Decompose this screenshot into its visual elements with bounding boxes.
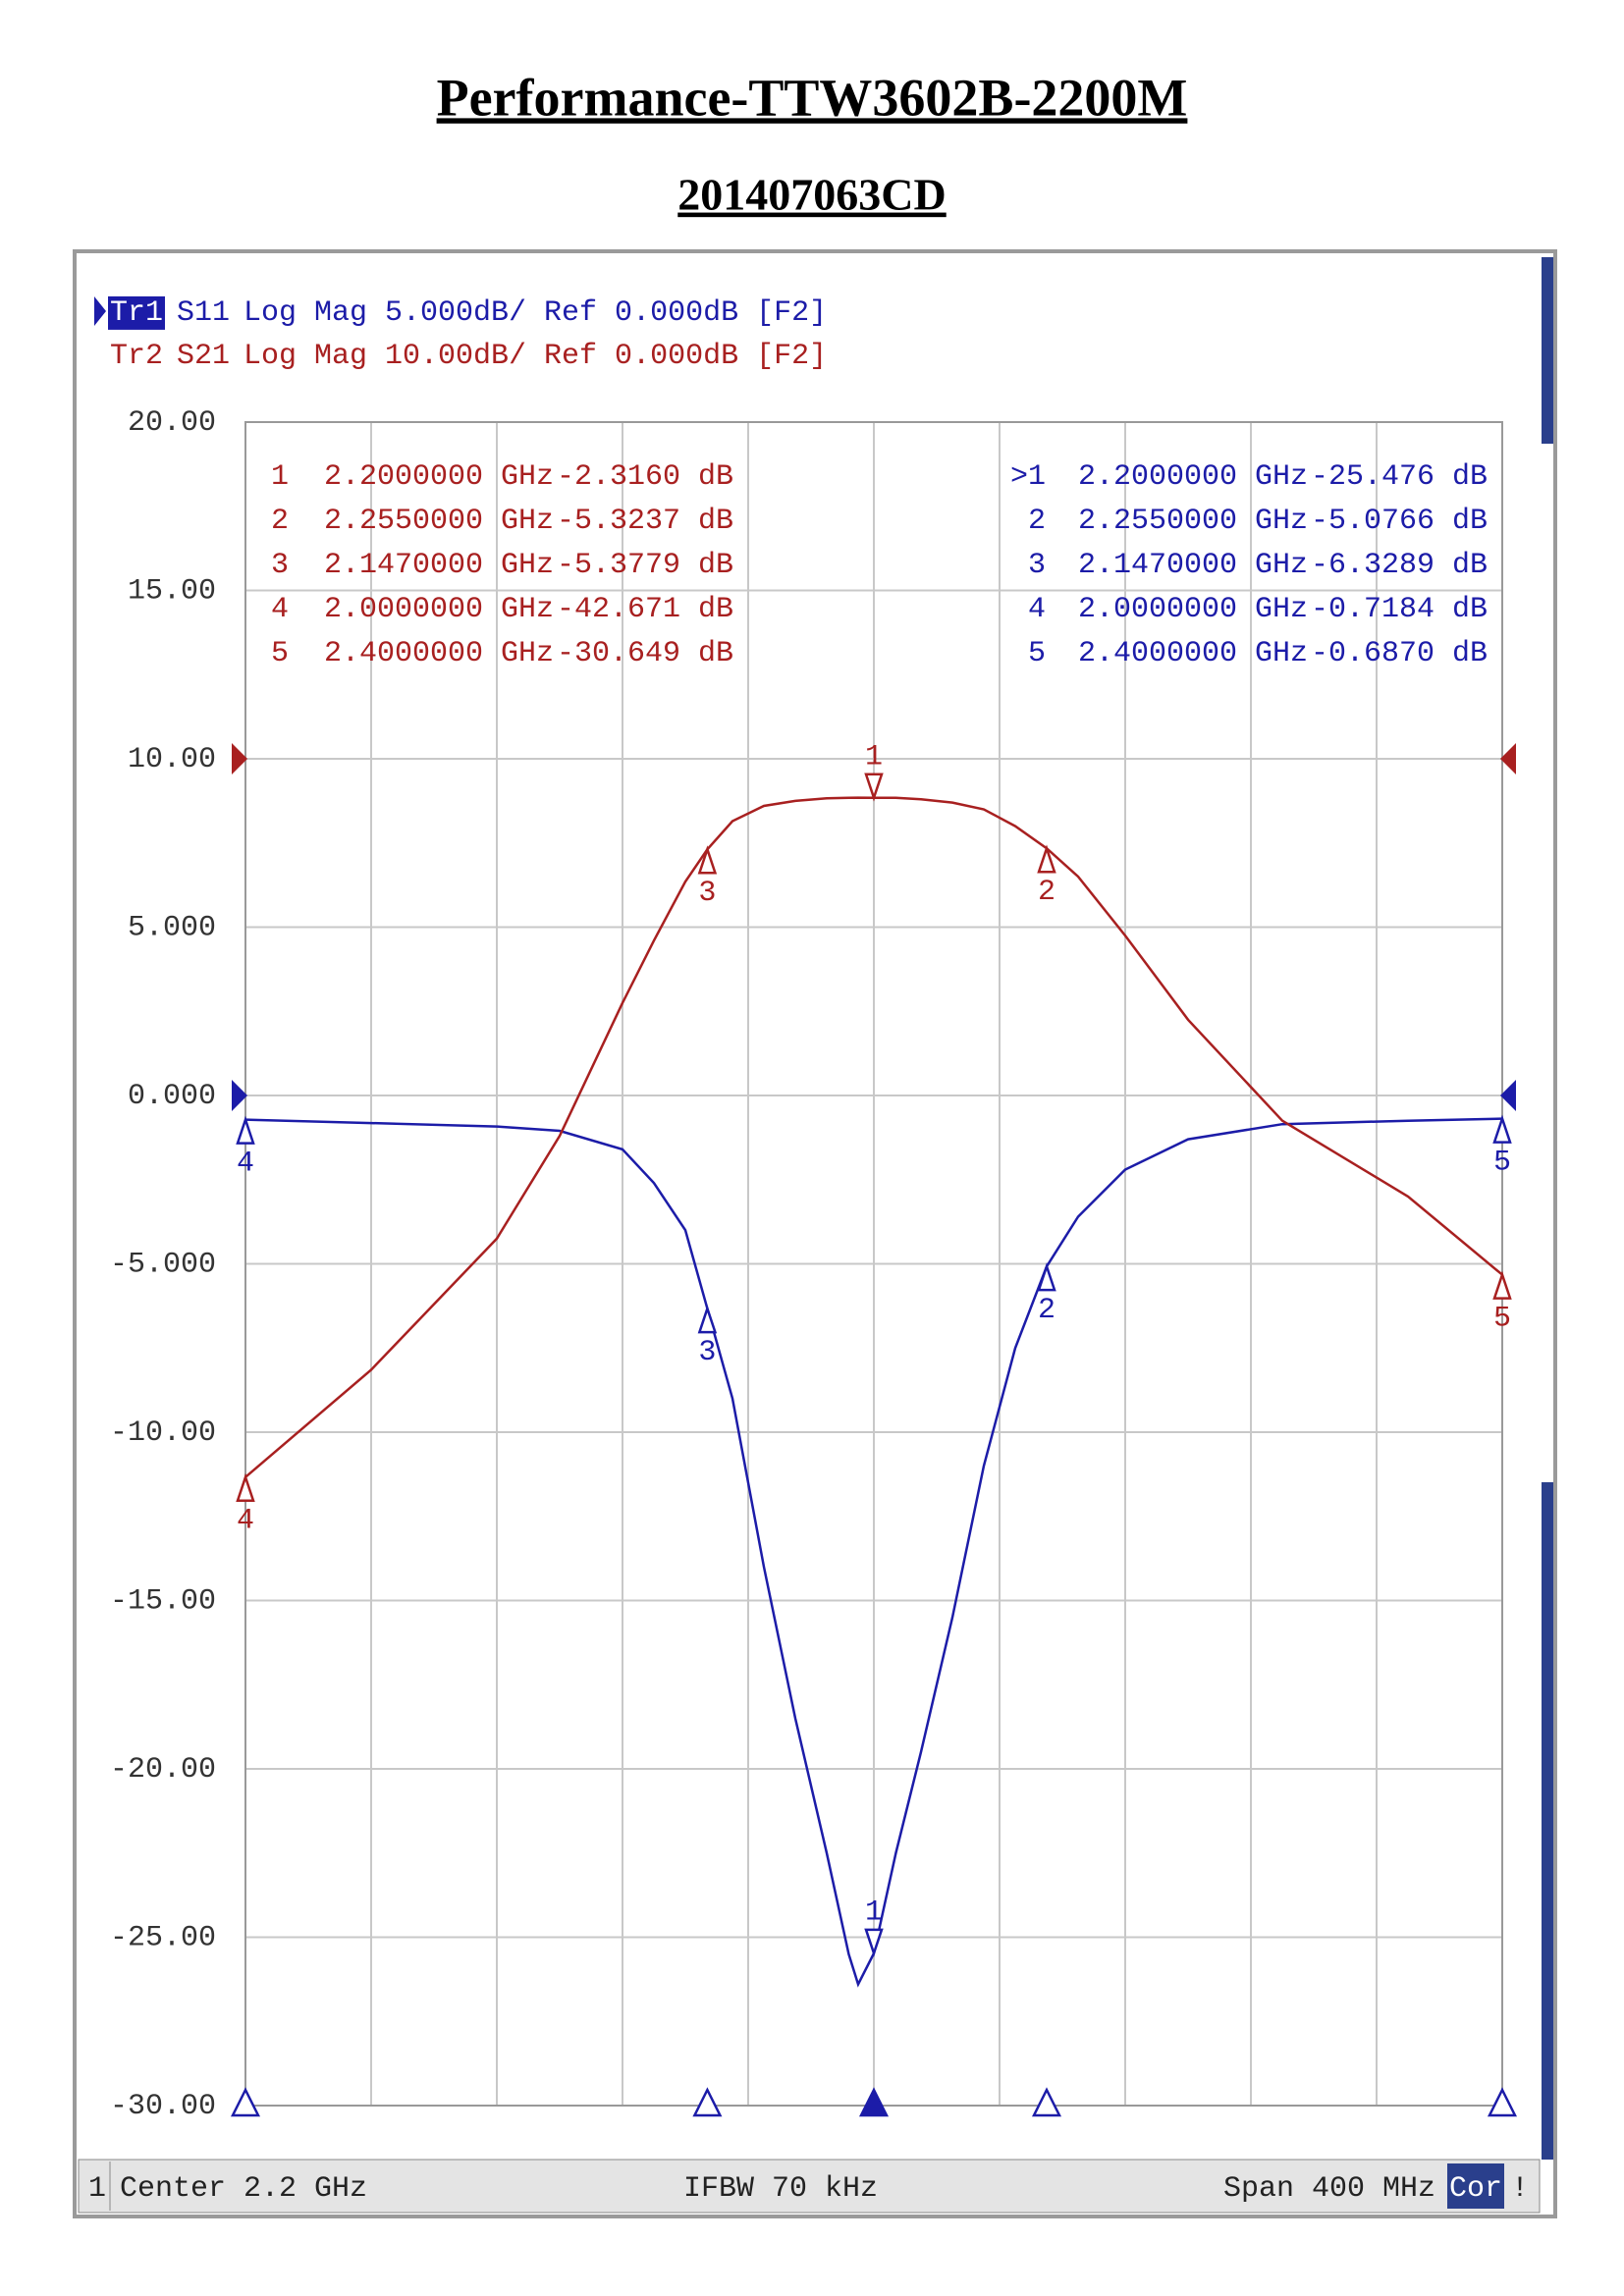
- y-tick-label: -10.00: [110, 1416, 216, 1450]
- marker-row-value: -42.671 dB: [557, 593, 733, 626]
- marker-label: 2: [1038, 1294, 1056, 1327]
- x-marker: [230, 2087, 261, 2117]
- marker-row-freq: 2.0000000 GHz: [324, 593, 554, 626]
- y-tick-label: -20.00: [110, 1753, 216, 1787]
- marker: [1037, 1262, 1056, 1292]
- marker-row-label: 5: [271, 637, 289, 670]
- marker: [236, 1472, 255, 1503]
- trace-param: S11: [177, 296, 230, 330]
- footer-center: Center 2.2 GHz: [120, 2172, 367, 2206]
- marker-row-label: 5: [1028, 637, 1046, 670]
- y-tick-label: 5.000: [128, 911, 216, 944]
- trace-tag: Tr2: [110, 340, 163, 373]
- marker-label: 3: [698, 877, 716, 910]
- marker-row-freq: 2.1470000 GHz: [324, 549, 554, 582]
- x-marker: [1487, 2087, 1518, 2117]
- subtitle: 201407063CD: [677, 170, 946, 220]
- marker: [1492, 1270, 1512, 1300]
- marker-label: 4: [237, 1505, 254, 1538]
- marker-row-value: -5.0766 dB: [1311, 505, 1488, 538]
- marker-row-value: -6.3289 dB: [1311, 549, 1488, 582]
- y-tick-label: 15.00: [128, 574, 216, 608]
- y-tick-label: 20.00: [128, 406, 216, 440]
- marker: [236, 1115, 255, 1145]
- y-tick-label: -5.000: [110, 1248, 216, 1281]
- marker-row-label: 2: [271, 505, 289, 538]
- ref-arrow-left: [232, 1080, 247, 1111]
- marker-row-label: 2: [1028, 505, 1046, 538]
- marker-row-value: -5.3779 dB: [557, 549, 733, 582]
- x-marker: [692, 2087, 723, 2117]
- marker-row-freq: 2.2550000 GHz: [324, 505, 554, 538]
- footer-channel: 1: [88, 2172, 106, 2206]
- active-arrow: [94, 296, 106, 326]
- marker-label: 5: [1493, 1303, 1511, 1336]
- marker-row-label: >1: [1010, 460, 1046, 494]
- scrollbar: [1542, 1482, 1553, 2160]
- marker-row-value: -0.6870 dB: [1311, 637, 1488, 670]
- marker-row-freq: 2.0000000 GHz: [1078, 593, 1308, 626]
- marker-row-label: 3: [1028, 549, 1046, 582]
- marker-row-label: 4: [271, 593, 289, 626]
- y-tick-label: -30.00: [110, 2090, 216, 2123]
- marker: [697, 1305, 718, 1334]
- marker-label: 1: [865, 1896, 883, 1930]
- marker-row-label: 1: [271, 460, 289, 494]
- trace-tag: Tr1: [110, 296, 163, 330]
- marker-row-value: -5.3237 dB: [557, 505, 733, 538]
- marker-row-freq: 2.4000000 GHz: [324, 637, 554, 670]
- footer-span: Span 400 MHz: [1223, 2172, 1435, 2206]
- marker-label: 5: [1493, 1146, 1511, 1179]
- y-tick-label: 0.000: [128, 1080, 216, 1113]
- trace: [244, 1117, 1503, 1988]
- marker-row-value: -25.476 dB: [1311, 460, 1488, 494]
- y-tick-label: 10.00: [128, 743, 216, 776]
- marker-label: 2: [1038, 876, 1056, 909]
- tag-highlight: [108, 295, 166, 330]
- y-tick-label: -25.00: [110, 1921, 216, 1954]
- marker: [864, 1928, 884, 1957]
- cor-box: [1447, 2163, 1504, 2209]
- marker-row-value: -30.649 dB: [557, 637, 733, 670]
- marker-row-value: -0.7184 dB: [1311, 593, 1488, 626]
- marker-label: 1: [865, 741, 883, 774]
- marker-row-freq: 2.4000000 GHz: [1078, 637, 1308, 670]
- trace-param: S21: [177, 340, 230, 373]
- marker: [697, 845, 718, 875]
- footer-cor: Cor: [1449, 2172, 1502, 2206]
- marker: [1492, 1114, 1512, 1144]
- screen: [73, 249, 1557, 2218]
- marker-row-freq: 2.1470000 GHz: [1078, 549, 1308, 582]
- marker: [1037, 844, 1056, 874]
- y-tick-label: -15.00: [110, 1584, 216, 1618]
- marker-row-value: -2.3160 dB: [557, 460, 733, 494]
- trace-info: Log Mag 10.00dB/ Ref 0.000dB [F2]: [244, 340, 827, 373]
- x-marker: [858, 2087, 890, 2117]
- title: Performance-TTW3602B-2200M: [437, 68, 1188, 127]
- marker-row-label: 3: [271, 549, 289, 582]
- x-marker: [1031, 2087, 1062, 2117]
- footer-flag: !: [1511, 2172, 1529, 2206]
- ref-arrow-left: [232, 743, 247, 774]
- ref-arrow-right: [1500, 1080, 1516, 1111]
- status-bar: [78, 2159, 1541, 2214]
- marker-row-label: 4: [1028, 593, 1046, 626]
- trace-info: Log Mag 5.000dB/ Ref 0.000dB [F2]: [244, 296, 827, 330]
- ref-arrow-right: [1500, 743, 1516, 774]
- marker-row-freq: 2.2000000 GHz: [324, 460, 554, 494]
- marker-label: 4: [237, 1148, 254, 1181]
- marker-row-freq: 2.2000000 GHz: [1078, 460, 1308, 494]
- footer-ifbw: IFBW 70 kHz: [683, 2172, 878, 2206]
- marker-row-freq: 2.2550000 GHz: [1078, 505, 1308, 538]
- marker: [864, 773, 884, 802]
- trace: [244, 796, 1503, 1478]
- marker-label: 3: [698, 1336, 716, 1369]
- scrollbar: [1542, 257, 1553, 444]
